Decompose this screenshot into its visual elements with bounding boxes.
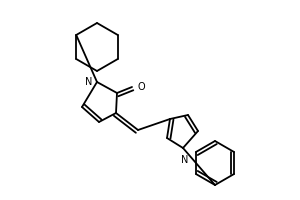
Text: N: N [181, 155, 189, 165]
Text: O: O [137, 82, 145, 92]
Text: N: N [85, 77, 92, 87]
